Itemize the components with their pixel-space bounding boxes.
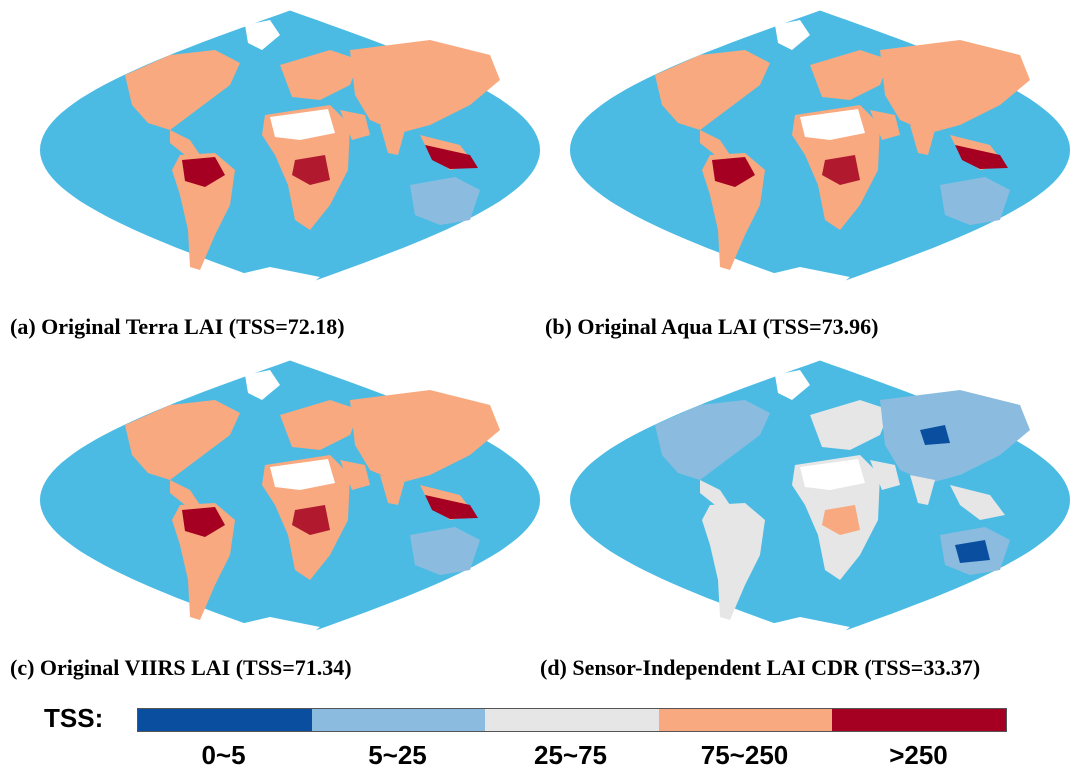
hotspot-seasia — [425, 145, 478, 169]
land-southAmerica — [702, 503, 765, 620]
land-antarctica — [745, 617, 850, 645]
land-antarctica — [215, 267, 320, 295]
land-sahara — [800, 109, 865, 140]
land-northAmerica — [125, 400, 240, 480]
land-southAmerica — [702, 153, 765, 270]
hotspot-congo — [292, 155, 330, 185]
hotspot-amazon — [182, 157, 225, 187]
land-seAsia — [950, 485, 1005, 520]
legend-swatch-gt-250 — [832, 709, 1006, 731]
hotspot-amazon — [182, 507, 225, 537]
land-greenland — [775, 370, 810, 400]
hotspot-seasia — [425, 495, 478, 519]
hotspot-seasia — [955, 145, 1008, 169]
land-asia — [350, 40, 500, 133]
land-sahara — [270, 109, 335, 140]
land-asia — [350, 390, 500, 483]
land-india — [910, 125, 935, 155]
lowspot-australia — [955, 540, 990, 563]
land-europe — [280, 400, 360, 450]
legend-swatch-5-25 — [311, 709, 486, 731]
legend-label-gt-250: >250 — [889, 740, 948, 770]
legend-swatch-75-250 — [658, 709, 833, 731]
land-northAmerica — [655, 400, 770, 480]
land-asia — [880, 40, 1030, 133]
land-arabia — [340, 110, 370, 140]
land-greenland — [245, 20, 280, 50]
map-c — [40, 360, 540, 645]
legend-swatch-0-5 — [138, 709, 312, 731]
map-panel-d — [560, 355, 1080, 650]
legend-colorbar — [137, 708, 1007, 732]
land-india — [380, 125, 405, 155]
caption-a: (a) Original Terra LAI (TSS=72.18) — [10, 314, 345, 339]
land-greenland — [245, 370, 280, 400]
hotspot-congo — [822, 505, 860, 535]
legend-label-5-25: 5~25 — [368, 740, 427, 770]
land-centralAmerica — [170, 480, 200, 505]
caption-c: (c) Original VIIRS LAI (TSS=71.34) — [10, 655, 352, 680]
land-india — [380, 475, 405, 505]
land-southAmerica — [172, 503, 235, 620]
land-arabia — [870, 460, 900, 490]
map-panel-c — [30, 355, 550, 650]
land-arabia — [340, 460, 370, 490]
land-centralAmerica — [700, 130, 730, 155]
legend-label-75-250: 75~250 — [700, 740, 789, 770]
land-centralAmerica — [700, 480, 730, 505]
map-d — [570, 360, 1070, 645]
legend-label-25-75: 25~75 — [533, 740, 608, 770]
land-arabia — [870, 110, 900, 140]
map-b — [570, 10, 1070, 295]
caption-b: (b) Original Aqua LAI (TSS=73.96) — [545, 314, 879, 339]
land-centralAmerica — [170, 130, 200, 155]
hotspot-congo — [292, 505, 330, 535]
lowspot-asia — [920, 425, 950, 445]
legend-label-0-5: 0~5 — [201, 740, 246, 770]
legend-title: TSS: — [44, 703, 104, 733]
hotspot-amazon — [712, 157, 755, 187]
land-europe — [810, 50, 890, 100]
map-panel-a — [30, 5, 550, 300]
land-australia — [410, 177, 480, 225]
land-europe — [280, 50, 360, 100]
land-australia — [410, 527, 480, 575]
land-asia — [880, 390, 1030, 483]
map-a — [40, 10, 540, 295]
caption-d: (d) Sensor-Independent LAI CDR (TSS=33.3… — [540, 655, 981, 680]
land-antarctica — [215, 617, 320, 645]
land-india — [910, 475, 935, 505]
land-antarctica — [745, 267, 850, 295]
land-northAmerica — [125, 50, 240, 130]
land-sahara — [800, 459, 865, 490]
hotspot-congo — [822, 155, 860, 185]
land-europe — [810, 400, 890, 450]
legend-swatch-25-75 — [485, 709, 659, 731]
map-panel-b — [560, 5, 1080, 300]
land-northAmerica — [655, 50, 770, 130]
land-australia — [940, 177, 1010, 225]
land-sahara — [270, 459, 335, 490]
land-southAmerica — [172, 153, 235, 270]
land-greenland — [775, 20, 810, 50]
